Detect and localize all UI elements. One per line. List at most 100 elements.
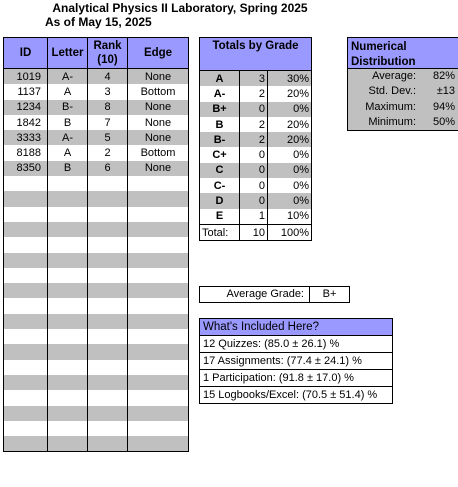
grade-label: A- bbox=[199, 86, 240, 102]
distribution-value: 94% bbox=[432, 100, 455, 113]
grade-table: ID Letter Rank (10) Edge 1019 A- 4 None 1137 A… bbox=[3, 37, 189, 453]
header-letter: Letter bbox=[47, 37, 88, 69]
totals-row: D 0 0% bbox=[199, 193, 313, 209]
totals-row: E 1 10% bbox=[199, 208, 313, 225]
rank-cell: 6 bbox=[87, 160, 128, 177]
included-header: What's Included Here? bbox=[200, 319, 392, 336]
letter-cell: A- bbox=[47, 68, 88, 85]
table-row: 8188 A 2 Bottom bbox=[3, 145, 189, 161]
edge-cell: Bottom bbox=[127, 145, 189, 161]
grade-label: C bbox=[199, 162, 240, 179]
letter-cell: B bbox=[47, 114, 88, 131]
rank-cell: 8 bbox=[87, 99, 128, 115]
grade-label: C- bbox=[199, 178, 240, 194]
empty-row bbox=[3, 313, 189, 330]
distribution-value: 82% bbox=[432, 70, 455, 82]
report-date: As of May 15, 2025 bbox=[45, 15, 152, 29]
letter-cell: A- bbox=[47, 130, 88, 146]
edge-cell: Bottom bbox=[127, 84, 189, 100]
empty-row bbox=[3, 176, 189, 192]
grade-label: C+ bbox=[199, 147, 240, 163]
grade-label: B- bbox=[199, 132, 240, 148]
average-grade-label: Average Grade: bbox=[200, 287, 310, 302]
total-count: 10 bbox=[239, 223, 268, 242]
letter-cell: B- bbox=[47, 99, 88, 115]
empty-row bbox=[3, 221, 189, 238]
distribution-label: Average: bbox=[372, 70, 416, 82]
student-id-cell: 1234 bbox=[3, 99, 48, 115]
totals-row: C 0 0% bbox=[199, 162, 313, 179]
grade-table-header: ID Letter Rank (10) Edge bbox=[3, 37, 189, 69]
grade-percent: 20% bbox=[266, 116, 313, 133]
student-id-cell: 8350 bbox=[3, 160, 48, 177]
grade-percent: 30% bbox=[266, 70, 313, 87]
grade-count: 2 bbox=[239, 132, 268, 148]
grade-count: 0 bbox=[239, 101, 268, 117]
grade-count: 0 bbox=[239, 147, 268, 163]
totals-row: B+ 0 0% bbox=[199, 101, 313, 117]
table-row: 8350 B 6 None bbox=[3, 160, 189, 177]
table-row: 3333 A- 5 None bbox=[3, 130, 189, 146]
included-item: 17 Assignments: (77.4 ± 24.1) % bbox=[200, 352, 392, 369]
header-id: ID bbox=[3, 37, 48, 69]
rank-cell: 3 bbox=[87, 84, 128, 100]
student-id-cell: 1842 bbox=[3, 114, 48, 131]
edge-cell: None bbox=[127, 130, 189, 146]
grade-count: 2 bbox=[239, 86, 268, 102]
average-grade-value: B+ bbox=[322, 288, 337, 300]
distribution-label: Std. Dev.: bbox=[368, 85, 416, 98]
empty-row bbox=[3, 436, 189, 453]
empty-row bbox=[3, 267, 189, 284]
empty-row bbox=[3, 359, 189, 375]
included-item: 1 Participation: (91.8 ± 17.0) % bbox=[200, 369, 392, 386]
grade-percent: 0% bbox=[266, 193, 313, 209]
empty-row bbox=[3, 344, 189, 360]
distribution-row: Std. Dev.: ±13 bbox=[348, 84, 458, 100]
totals-row: A 3 30% bbox=[199, 70, 313, 87]
student-id-cell: 1019 bbox=[3, 68, 48, 85]
totals-row: B 2 20% bbox=[199, 116, 313, 133]
table-row: 1842 B 7 None bbox=[3, 114, 189, 131]
grade-percent: 20% bbox=[266, 132, 313, 148]
report-title: Analytical Physics II Laboratory, Spring… bbox=[52, 1, 308, 15]
included-item: 15 Logbooks/Excel: (70.5 ± 51.4) % bbox=[200, 386, 392, 403]
average-grade-box: Average Grade: B+ bbox=[199, 286, 350, 303]
totals-row: C- 0 0% bbox=[199, 178, 313, 194]
distribution-row: Average: 82% bbox=[348, 69, 458, 85]
student-id-cell: 1137 bbox=[3, 84, 48, 100]
distribution-header: Numerical Distribution bbox=[348, 38, 458, 69]
grade-percent: 0% bbox=[266, 101, 313, 117]
empty-row bbox=[3, 374, 189, 391]
empty-row bbox=[3, 237, 189, 253]
grade-label: B+ bbox=[199, 101, 240, 117]
grade-percent: 0% bbox=[266, 178, 313, 194]
empty-row bbox=[3, 252, 189, 268]
empty-row bbox=[3, 390, 189, 406]
header-edge: Edge bbox=[127, 37, 189, 69]
distribution-label: Maximum: bbox=[365, 100, 416, 113]
letter-cell: A bbox=[47, 84, 88, 100]
letter-cell: B bbox=[47, 160, 88, 177]
edge-cell: None bbox=[127, 160, 189, 177]
empty-row bbox=[3, 405, 189, 421]
letter-cell: A bbox=[47, 145, 88, 161]
included-box: What's Included Here? 12 Quizzes: (85.0 … bbox=[199, 318, 393, 404]
grade-count: 2 bbox=[239, 116, 268, 133]
included-item: 12 Quizzes: (85.0 ± 26.1) % bbox=[200, 336, 392, 352]
grade-count: 0 bbox=[239, 178, 268, 194]
rank-cell: 2 bbox=[87, 145, 128, 161]
grade-count: 0 bbox=[239, 193, 268, 209]
distribution-value: 50% bbox=[432, 115, 455, 128]
numerical-distribution: Numerical Distribution Average: 82% Std. D… bbox=[347, 37, 458, 132]
distribution-value: ±13 bbox=[436, 85, 455, 98]
grade-percent: 0% bbox=[266, 162, 313, 179]
totals-by-grade-table: Totals by Grade A 3 30% A- 2 20% B+ 0 0% B 2 20% B- 2… bbox=[198, 37, 313, 242]
grade-label: E bbox=[199, 208, 240, 225]
empty-row bbox=[3, 206, 189, 222]
total-percent: 100% bbox=[266, 223, 313, 242]
rank-cell: 4 bbox=[87, 68, 128, 85]
empty-row bbox=[3, 283, 189, 299]
totals-row: C+ 0 0% bbox=[199, 147, 313, 163]
total-label: Total: bbox=[199, 223, 240, 242]
rank-cell: 5 bbox=[87, 130, 128, 146]
